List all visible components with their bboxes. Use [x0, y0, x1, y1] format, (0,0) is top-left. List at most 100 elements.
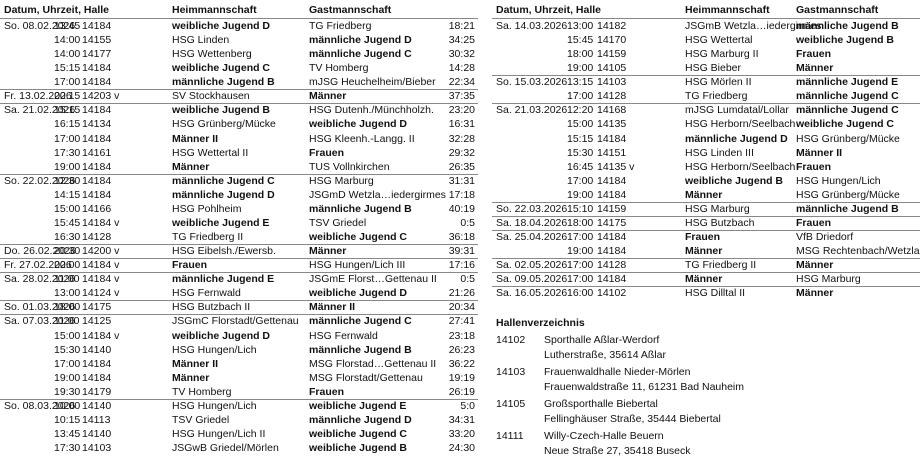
home-team: HSG Herborn/Seelbach [685, 118, 796, 131]
home-team: HSG Linden III [685, 146, 754, 159]
result: 21:26 [448, 287, 475, 300]
time: 13:45 [54, 428, 81, 441]
home-team: HSG Hungen/Lich [172, 399, 257, 412]
time: 17:00 [54, 357, 81, 370]
guest-team: Männer [309, 90, 347, 103]
guest-team: männliche Jugend D [309, 34, 412, 47]
time: 17:00 [567, 259, 594, 272]
time: 19:00 [567, 188, 594, 201]
hall: 14184 [597, 231, 627, 244]
result: 34:31 [448, 413, 475, 426]
time: 15:15 [54, 62, 81, 75]
result: 34:25 [448, 34, 475, 47]
time: 14:15 [54, 188, 81, 201]
result: 0:5 [460, 273, 475, 286]
guest-team: Männer [796, 62, 834, 75]
hall: 14105 [597, 62, 627, 75]
hall: 14161 [82, 146, 112, 159]
date: Sa. 18.04.2026 [496, 216, 568, 229]
guest-team: MSG Florstad…Gettenau II [309, 357, 437, 370]
time: 18:00 [54, 301, 81, 314]
result: 27:41 [448, 315, 475, 328]
row-rule [0, 272, 478, 274]
result: 26:19 [448, 385, 475, 398]
hall: 14179 [82, 385, 112, 398]
time: 17:30 [54, 442, 81, 455]
home-team: HSG Linden [172, 34, 230, 47]
column-header: Gastmannschaft [309, 4, 392, 16]
time: 10:00 [54, 399, 81, 412]
home-team: Frauen [172, 259, 208, 272]
guest-team: Männer [796, 259, 834, 272]
guest-team: Frauen [309, 146, 345, 159]
row-rule [0, 300, 478, 302]
hall: 14140 [82, 428, 112, 441]
home-team: weibliche Jugend C [172, 62, 271, 75]
hall-id: 14103 [496, 366, 526, 378]
time: 20:30 [54, 245, 81, 258]
time: 12:30 [54, 174, 81, 187]
result: 24:30 [448, 442, 475, 455]
row-rule [492, 272, 920, 274]
date: So. 08.02.2026 [4, 20, 76, 32]
guest-team: männliche Jugend B [796, 20, 899, 32]
hall: 14155 [82, 34, 112, 47]
time: 15:00 [54, 329, 81, 342]
guest-team: weibliche Jugend D [309, 118, 408, 131]
guest-team: HSG Hungen/Lich [796, 174, 881, 187]
home-team: Männer [172, 160, 210, 173]
hall: 14140 [82, 343, 112, 356]
time: 17:00 [567, 174, 594, 187]
guest-team: männliche Jugend C [309, 315, 412, 328]
time: 19:30 [54, 385, 81, 398]
time: 17:00 [567, 231, 594, 244]
hall: 14184 [82, 76, 112, 89]
hall: 14200 v [82, 245, 120, 258]
guest-team: männliche Jugend B [309, 202, 412, 215]
guest-team: TV Homberg [309, 62, 369, 75]
guest-team: Männer [796, 287, 834, 300]
date: Sa. 09.05.2026 [496, 273, 568, 286]
hall: 14184 [597, 174, 627, 187]
hall: 14125 [82, 315, 112, 328]
hall-id: 14111 [496, 430, 524, 442]
home-team: JSGwB Griedel/Mörlen [172, 442, 279, 455]
result: 26:23 [448, 343, 475, 356]
hall: 14168 [597, 104, 627, 117]
hall: 14184 [597, 245, 627, 258]
home-team: HSG Bieber [685, 62, 742, 75]
guest-team: mJSG Heuchelheim/Bieber [309, 76, 436, 89]
home-team: Männer II [172, 357, 219, 370]
guest-team: männliche Jugend C [796, 90, 899, 103]
guest-team: Frauen [796, 216, 832, 229]
guest-team: HSG Marburg [796, 273, 861, 286]
guest-team: Frauen [796, 160, 832, 173]
time: 18:00 [567, 216, 594, 229]
hall: 14103 [82, 442, 112, 455]
time: 16:00 [567, 287, 594, 300]
guest-team: MSG Rechtenbach/Wetzlar [796, 245, 920, 258]
date: So. 22.03.2026 [496, 202, 568, 215]
hall: 14184 v [82, 259, 120, 272]
time: 17:00 [54, 132, 81, 145]
home-team: männliche Jugend B [172, 76, 275, 89]
time: 15:45 [567, 34, 594, 47]
hall-name: Sporthalle Aßlar-Werdorf [544, 334, 660, 346]
time: 18:00 [567, 48, 594, 61]
time: 15:10 [567, 202, 594, 215]
home-team: HSG Pohlheim [172, 202, 242, 215]
header-rule [492, 18, 920, 19]
hall: 14184 [597, 188, 627, 201]
hall: 14184 v [82, 273, 120, 286]
hall: 14159 [597, 202, 627, 215]
home-team: HSG Herborn/Seelbach [685, 160, 796, 173]
home-team: Männer [685, 273, 723, 286]
row-rule [492, 258, 920, 260]
hall-address: Neue Straße 27, 35418 Buseck [544, 445, 691, 457]
hall: 14184 [82, 62, 112, 75]
hall: 14113 [82, 413, 111, 426]
time: 12:20 [567, 104, 594, 117]
home-team: männliche Jugend C [172, 174, 275, 187]
guest-team: JSGmE Florst…Gettenau II [309, 273, 437, 286]
